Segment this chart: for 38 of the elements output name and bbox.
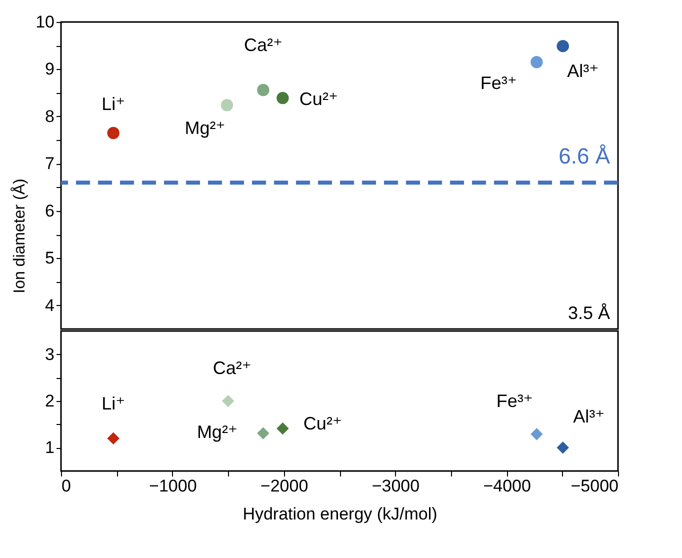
y-tick-label: 9 xyxy=(45,60,54,79)
y-tick-label: 2 xyxy=(45,392,54,410)
point xyxy=(556,40,569,52)
series-label: Fe³⁺ xyxy=(480,73,517,94)
x-tick-label: −1000 xyxy=(149,476,197,496)
series-label: Mg²⁺ xyxy=(196,422,238,442)
annotation: 3.5 Å xyxy=(568,303,610,323)
point xyxy=(276,92,289,104)
y-tick-label: 6 xyxy=(45,201,54,220)
series-label: Li⁺ xyxy=(102,94,126,114)
point xyxy=(530,56,543,68)
series-label: Ca²⁺ xyxy=(212,358,252,378)
series-label: Ca²⁺ xyxy=(244,35,282,56)
y-tick-label: 1 xyxy=(45,438,54,458)
y-tick-label: 7 xyxy=(45,154,54,174)
x-tick-label: −4000 xyxy=(483,476,531,496)
series-label: Mg²⁺ xyxy=(184,118,226,138)
x-tick-label: 0 xyxy=(62,476,71,496)
x-tick-label: −5000 xyxy=(570,476,618,496)
x-tick-label: −2000 xyxy=(260,476,308,496)
y-tick-label: 8 xyxy=(45,106,54,126)
ref-line-label: 6.6 Å xyxy=(558,144,610,169)
series-label: Cu²⁺ xyxy=(299,89,338,110)
series-label: Fe³⁺ xyxy=(496,391,533,412)
point xyxy=(107,126,120,140)
x-axis-title: Hydration energy (kJ/mol) xyxy=(242,504,438,524)
point xyxy=(257,84,270,96)
point xyxy=(220,99,234,112)
y-tick-label: 10 xyxy=(36,12,54,32)
y-tick-label: 5 xyxy=(45,248,54,268)
y-axis-title: Ion diameter (Å) xyxy=(10,178,29,294)
series-label: Cu²⁺ xyxy=(303,414,342,434)
series-label: Al³⁺ xyxy=(567,61,599,82)
series-label: Al³⁺ xyxy=(573,406,605,427)
x-tick-label: −3000 xyxy=(372,476,420,496)
series-label: Li⁺ xyxy=(102,393,126,414)
y-tick-label: 4 xyxy=(45,296,54,315)
y-tick-label: 3 xyxy=(45,344,54,364)
